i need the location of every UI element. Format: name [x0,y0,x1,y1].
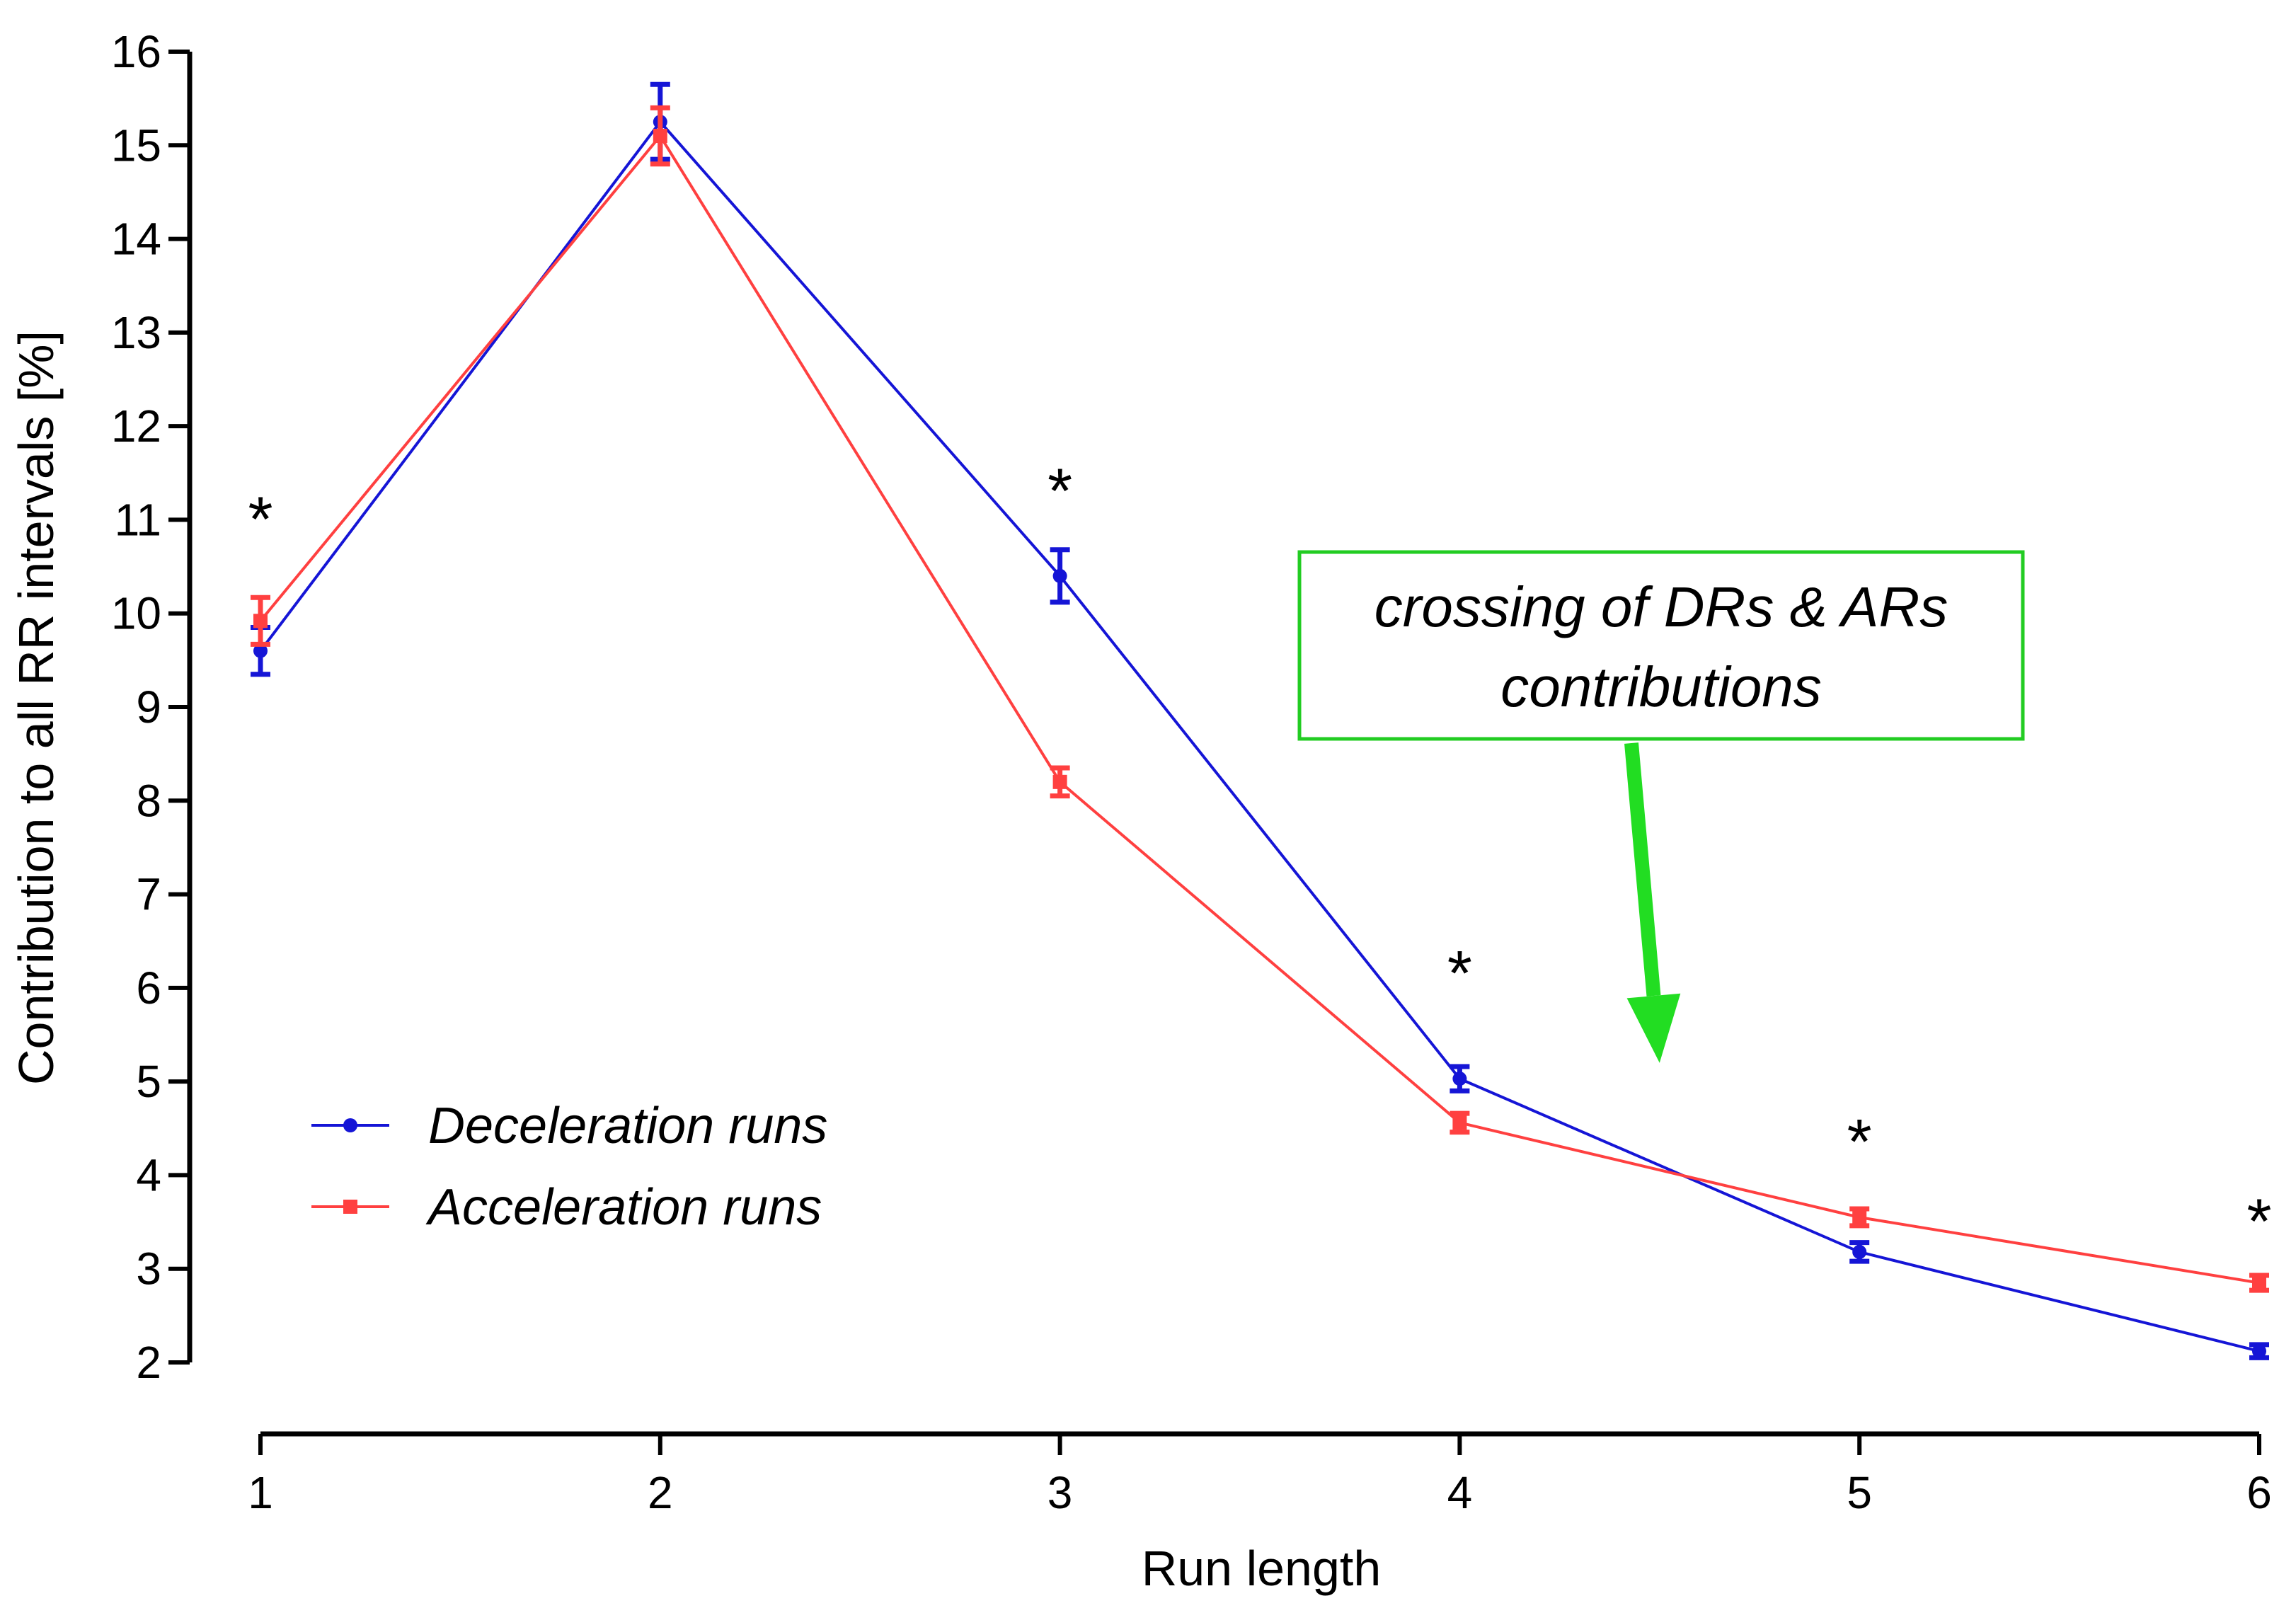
y-tick-label-13: 15 [111,120,161,171]
series-0 [251,81,2269,1360]
series-line-1 [259,133,2260,1285]
legend-label-0: Deceleration runs [428,1098,827,1154]
annotation-arrow-head [1626,993,1681,1063]
legend: Deceleration runs Acceleration runs [311,1098,827,1236]
y-tick-label-6: 8 [136,775,161,826]
point-0-2 [1052,568,1067,583]
annotation-line-2: contributions [1500,655,1822,718]
legend-item-1: Acceleration runs [311,1179,822,1236]
point-0-4 [1852,1244,1867,1259]
y-tick-label-11: 13 [111,307,161,358]
x-tick-label-1: 2 [648,1467,673,1518]
y-tick-label-9: 11 [115,494,161,545]
legend-label-1: Acceleration runs [425,1179,822,1236]
x-tick-label-3: 4 [1447,1467,1473,1518]
point-1-4 [1852,1210,1867,1224]
y-tick-label-7: 9 [136,682,161,733]
significance-markers: * * * * * [248,456,2271,1258]
series-1 [251,105,2269,1293]
y-tick-label-8: 10 [111,588,161,639]
annotation-arrow-shaft [1624,742,1661,997]
y-axis-title: Contribution to all RR intervals [%] [8,331,64,1085]
legend-marker-1 [343,1200,357,1214]
x-tick-label-2: 3 [1047,1467,1073,1518]
legend-marker-0 [343,1118,357,1132]
y-axis: 2 3 4 5 6 7 8 9 10 11 12 13 14 15 16 [111,26,193,1388]
crossing-annotation: crossing of DRs & ARs contributions [1297,550,2025,1063]
y-tick-label-3: 5 [136,1056,161,1107]
y-tick-label-1: 3 [136,1244,161,1294]
point-0-5 [2252,1344,2266,1359]
x-axis: 1 2 3 4 5 6 [248,1431,2272,1518]
point-1-0 [253,614,268,628]
y-tick-label-4: 6 [136,963,161,1013]
y-tick-label-2: 4 [136,1149,161,1200]
series-layer [251,81,2269,1360]
point-1-3 [1452,1115,1467,1130]
significance-star-1: * [1047,456,1072,527]
significance-star-2: * [1447,938,1472,1009]
y-tick-label-12: 14 [111,214,161,265]
point-1-5 [2252,1275,2266,1290]
series-line-0 [259,120,2260,1353]
significance-star-3: * [1847,1107,1872,1178]
significance-star-4: * [2246,1187,2271,1258]
annotation-arrow [1624,742,1681,1063]
significance-star-0: * [248,484,272,555]
y-tick-label-0: 2 [136,1337,161,1388]
annotation-box [1297,550,2025,741]
point-0-3 [1452,1072,1467,1086]
legend-item-0: Deceleration runs [311,1098,827,1154]
x-tick-label-4: 5 [1847,1467,1872,1518]
point-1-1 [653,129,667,144]
annotation-line-1: crossing of DRs & ARs [1374,575,1948,638]
x-tick-label-5: 6 [2246,1467,2272,1518]
y-tick-label-14: 16 [111,26,161,77]
point-1-2 [1052,774,1067,789]
x-tick-label-0: 1 [248,1467,273,1518]
point-0-0 [253,643,268,658]
y-tick-label-5: 7 [136,869,161,920]
y-tick-label-10: 12 [111,401,161,452]
x-axis-title: Run length [1142,1541,1382,1596]
